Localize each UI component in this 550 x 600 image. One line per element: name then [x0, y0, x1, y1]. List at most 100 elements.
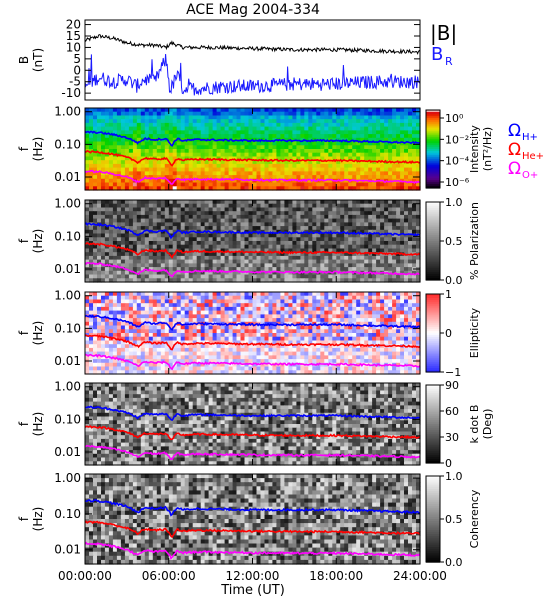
spectrogram-cell [200, 267, 206, 272]
spectrogram-cell [360, 329, 365, 334]
spectrogram-cell [328, 329, 333, 334]
spectrogram-cell [208, 310, 214, 315]
spectrogram-cell [376, 259, 381, 264]
spectrogram-cell [356, 241, 361, 246]
spectrogram-cell [336, 325, 341, 330]
spectrogram-cell [392, 175, 397, 180]
spectrogram-cell [152, 233, 158, 238]
spectrogram-cell [296, 233, 301, 238]
spectrogram-cell [308, 182, 313, 187]
spectrogram-cell [89, 171, 94, 176]
spectrogram-cell [256, 163, 262, 169]
spectrogram-cell [156, 226, 162, 231]
spectrogram-cell [192, 186, 198, 191]
spectrogram-cell [380, 229, 385, 235]
spectrogram-cell [368, 111, 373, 116]
spectrogram-cell [220, 207, 226, 212]
spectrogram-cell [120, 325, 126, 330]
spectrogram-cell [184, 134, 190, 139]
spectrogram-cell [256, 122, 262, 128]
spectrogram-cell [328, 122, 333, 128]
spectrogram-cell [260, 211, 266, 216]
spectrogram-cell [228, 186, 234, 191]
y-tick-label: 0.10 [54, 137, 81, 151]
spectrogram-cell [208, 218, 214, 223]
spectrogram-cell [188, 241, 194, 246]
spectrogram-cell [180, 222, 186, 227]
spectrogram-cell [264, 248, 270, 253]
spectrogram-cell [108, 306, 114, 312]
spectrogram-cell [288, 200, 293, 205]
spectrogram-cell [324, 149, 329, 154]
colorbar-segment [426, 237, 440, 240]
spectrogram-cell [388, 218, 393, 223]
spectrogram-cell [408, 241, 413, 246]
spectrogram-cell [364, 299, 369, 304]
spectrogram-cell [264, 186, 270, 191]
spectrogram-cell [208, 149, 214, 154]
spectrogram-cell [408, 167, 413, 172]
spectrogram-cell [304, 211, 309, 216]
spectrogram-cell [180, 163, 186, 169]
spectrogram-cell [101, 163, 106, 169]
spectrogram-cell [392, 321, 397, 327]
spectrogram-cell [340, 295, 345, 300]
spectrogram-cell [204, 119, 210, 124]
spectrogram-cell [320, 336, 325, 341]
spectrogram-cell [216, 333, 222, 338]
spectrogram-cell [300, 122, 305, 128]
spectrogram-cell [276, 175, 281, 180]
spectrogram-cell [364, 306, 369, 312]
spectrogram-cell [252, 310, 258, 315]
spectrogram-cell [312, 325, 317, 330]
spectrogram-cell [316, 119, 321, 124]
spectrogram-cell [304, 167, 309, 172]
spectrogram-cell [376, 152, 381, 157]
spectrogram-cell [228, 325, 234, 330]
spectrogram-cell [128, 214, 134, 220]
spectrogram-cell [300, 218, 305, 223]
spectrogram-cell [148, 336, 154, 341]
spectrogram-cell [108, 130, 114, 135]
spectrogram-cell [416, 310, 421, 315]
spectrogram-cell [124, 119, 130, 124]
spectrogram-cell [208, 336, 214, 341]
spectrogram-cell [320, 325, 325, 330]
spectrogram-cell [228, 318, 234, 323]
spectrogram-cell [336, 182, 341, 187]
spectrogram-cell [416, 111, 421, 116]
spectrogram-cell [228, 167, 234, 172]
spectrogram-cell [236, 186, 242, 191]
spectrogram-cell [364, 303, 369, 308]
spectrogram-cell [328, 255, 333, 261]
spectrogram-cell [220, 178, 226, 184]
spectrogram-cell [97, 263, 102, 268]
spectrogram-cell [296, 207, 301, 212]
spectrogram-cell [112, 325, 118, 330]
spectrogram-cell [292, 226, 297, 231]
spectrogram-cell [364, 252, 369, 257]
spectrogram-cell [172, 218, 178, 223]
spectrogram-cell [324, 241, 329, 246]
spectrogram-cell [132, 233, 138, 238]
spectrogram-cell [168, 149, 174, 154]
spectrogram-cell [312, 278, 317, 283]
spectrogram-cell [268, 115, 274, 120]
spectrogram-cell [292, 134, 297, 139]
spectrogram-cell [236, 178, 242, 184]
colorbar-segment [426, 219, 440, 223]
spectrogram-cell [208, 329, 214, 334]
spectrogram-cell [136, 149, 142, 154]
spectrogram-cell [128, 145, 134, 150]
spectrogram-cell [272, 178, 277, 184]
spectrogram-cell [404, 336, 409, 341]
spectrogram-cell [356, 222, 361, 227]
spectrogram-cell [120, 270, 126, 276]
spectrogram-cell [128, 263, 134, 268]
spectrogram-cell [212, 310, 218, 315]
spectrogram-cell [336, 255, 341, 261]
spectrogram-cell [192, 178, 198, 184]
spectrogram-cell [188, 333, 194, 338]
spectrogram-cell [336, 152, 341, 157]
spectrogram-cell [252, 186, 258, 191]
